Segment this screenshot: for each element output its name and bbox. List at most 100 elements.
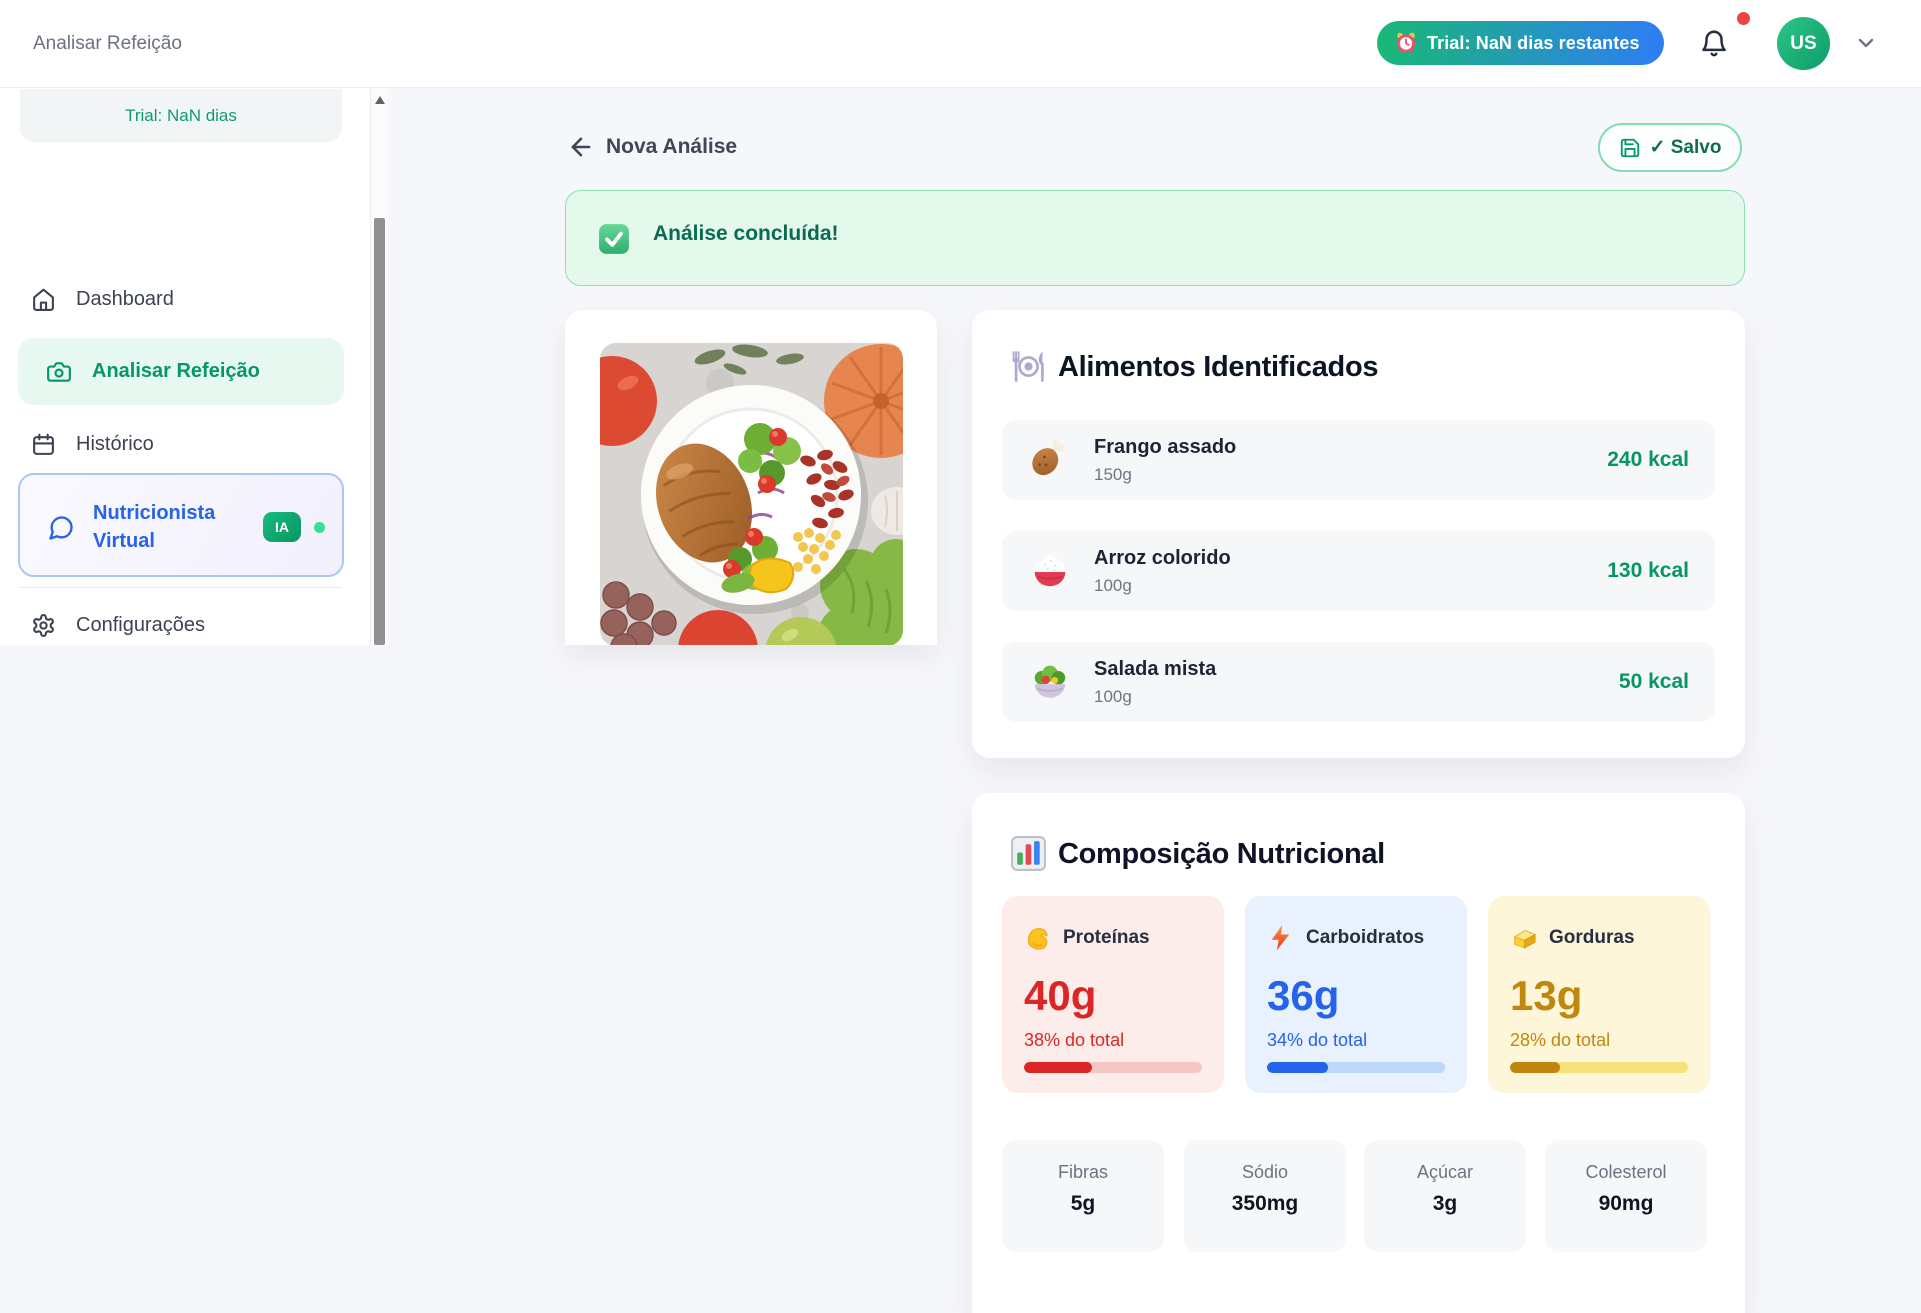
food-calories: 50 kcal — [1618, 670, 1689, 693]
micro-card-acucar: Açúcar 3g — [1364, 1140, 1526, 1252]
meal-photo — [600, 343, 903, 645]
trial-button[interactable]: Trial: NaN dias restantes — [1377, 21, 1664, 65]
sidebar-item-dashboard[interactable]: Dashboard — [30, 274, 336, 324]
save-button-label: ✓ Salvo — [1649, 137, 1722, 158]
macro-label: Gorduras — [1549, 927, 1635, 948]
trial-button-label: Trial: NaN dias restantes — [1427, 32, 1640, 53]
muscle-icon — [1024, 924, 1052, 952]
food-calories: 240 kcal — [1607, 448, 1689, 471]
macro-progress-track — [1267, 1062, 1445, 1073]
micro-card-sodio: Sódio 350mg — [1184, 1140, 1346, 1252]
macro-card-fats: Gorduras 13g 28% do total — [1488, 896, 1710, 1093]
macro-value: 13g — [1510, 972, 1583, 1019]
gear-icon — [30, 612, 56, 638]
sidebar-item-label: Dashboard — [76, 287, 174, 310]
macro-percent: 34% do total — [1267, 1030, 1368, 1050]
bar-chart-emoji-icon — [1010, 835, 1047, 872]
topbar: Analisar Refeição Trial: NaN dias restan… — [0, 0, 1921, 88]
lightning-icon — [1267, 924, 1295, 952]
sidebar-divider — [20, 587, 342, 588]
sidebar-item-label: Histórico — [76, 432, 154, 455]
online-status-dot — [314, 522, 325, 533]
food-amount: 100g — [1094, 687, 1132, 706]
sidebar-item-nutricionista-virtual[interactable]: Nutricionista Virtual IA — [18, 473, 344, 577]
check-square-icon — [598, 223, 630, 255]
camera-icon — [46, 359, 72, 385]
arrow-left-icon — [567, 137, 595, 164]
macro-value: 40g — [1024, 972, 1097, 1019]
avatar[interactable]: US — [1777, 17, 1830, 70]
micro-value: 350mg — [1231, 1192, 1299, 1215]
macro-label: Proteínas — [1063, 927, 1150, 948]
sidebar-item-configuracoes[interactable]: Configurações — [30, 600, 336, 650]
chat-bubble-icon — [47, 514, 75, 542]
food-amount: 100g — [1094, 576, 1132, 595]
micro-value: 5g — [1070, 1192, 1096, 1215]
chicken-leg-icon — [1030, 439, 1070, 480]
topbar-title: Analisar Refeição — [33, 33, 182, 54]
home-icon — [30, 286, 56, 312]
butter-icon — [1510, 924, 1538, 952]
calendar-icon — [30, 431, 56, 457]
avatar-initials: US — [1790, 32, 1817, 54]
sidebar-trial-banner: Trial: NaN dias — [20, 89, 342, 142]
page-title: Nova Análise — [606, 135, 738, 158]
meal-photo-card — [565, 310, 937, 645]
foods-card-title: Alimentos Identificados — [1058, 351, 1379, 383]
micro-label: Sódio — [1241, 1162, 1289, 1182]
sidebar-item-label: Nutricionista Virtual — [93, 502, 216, 552]
ia-badge: IA — [263, 512, 301, 542]
macro-progress-fill — [1024, 1062, 1092, 1073]
macro-card-carbs: Carboidratos 36g 34% do total — [1245, 896, 1467, 1093]
sidebar: Trial: NaN dias Dashboard Analisar Refei… — [0, 88, 370, 645]
food-row: Salada mista 100g 50 kcal — [1002, 642, 1715, 722]
macro-card-proteins: Proteínas 40g 38% do total — [1002, 896, 1224, 1093]
macro-progress-fill — [1267, 1062, 1328, 1073]
food-name: Arroz colorido — [1094, 547, 1231, 569]
macro-percent: 38% do total — [1024, 1030, 1125, 1050]
micro-value: 3g — [1432, 1192, 1458, 1215]
sidebar-item-historico[interactable]: Histórico — [30, 419, 336, 469]
micro-label: Fibras — [1057, 1162, 1108, 1182]
food-calories: 130 kcal — [1607, 559, 1689, 582]
sidebar-item-label: Analisar Refeição — [92, 360, 260, 382]
scroll-up-arrow[interactable] — [375, 96, 385, 104]
food-name: Frango assado — [1094, 436, 1237, 458]
account-menu-caret[interactable] — [1853, 31, 1879, 57]
salad-bowl-icon — [1030, 662, 1070, 702]
macro-progress-track — [1510, 1062, 1688, 1073]
nutrition-card: Composição Nutricional Proteínas 40g 38%… — [972, 793, 1745, 1313]
micro-label: Açúcar — [1416, 1162, 1474, 1182]
notification-dot — [1737, 12, 1750, 25]
back-button[interactable] — [566, 133, 596, 163]
success-message: Análise concluída! — [653, 222, 839, 245]
food-row: Frango assado 150g 240 kcal — [1002, 420, 1715, 500]
sidebar-scrollbar[interactable] — [370, 88, 388, 645]
alarm-clock-icon — [1395, 32, 1417, 54]
success-banner: Análise concluída! — [565, 190, 1745, 286]
food-row: Arroz colorido 100g 130 kcal — [1002, 531, 1715, 611]
macro-percent: 28% do total — [1510, 1030, 1611, 1050]
food-amount: 150g — [1094, 465, 1132, 484]
identified-foods-card: Alimentos Identificados Frango assado 15… — [972, 310, 1745, 758]
macro-value: 36g — [1267, 972, 1340, 1019]
notifications-button[interactable] — [1696, 26, 1732, 62]
macro-progress-track — [1024, 1062, 1202, 1073]
save-button[interactable]: ✓ Salvo — [1598, 123, 1742, 172]
bell-icon — [1699, 30, 1729, 61]
sidebar-item-label: Configurações — [76, 613, 205, 636]
plate-cutlery-icon — [1010, 348, 1047, 385]
macro-progress-fill — [1510, 1062, 1560, 1073]
food-name: Salada mista — [1094, 658, 1217, 680]
nutrition-card-title: Composição Nutricional — [1058, 838, 1385, 870]
chevron-down-icon — [1854, 38, 1878, 58]
micro-label: Colesterol — [1585, 1162, 1667, 1182]
micro-value: 90mg — [1598, 1192, 1654, 1215]
scrollbar-thumb[interactable] — [374, 218, 385, 645]
micro-card-fibras: Fibras 5g — [1002, 1140, 1164, 1252]
macro-label: Carboidratos — [1306, 927, 1425, 948]
sidebar-item-analisar-refeicao[interactable]: Analisar Refeição — [18, 338, 344, 405]
floppy-disk-icon — [1619, 137, 1641, 159]
rice-bowl-icon — [1030, 551, 1070, 591]
micro-card-colesterol: Colesterol 90mg — [1545, 1140, 1707, 1252]
